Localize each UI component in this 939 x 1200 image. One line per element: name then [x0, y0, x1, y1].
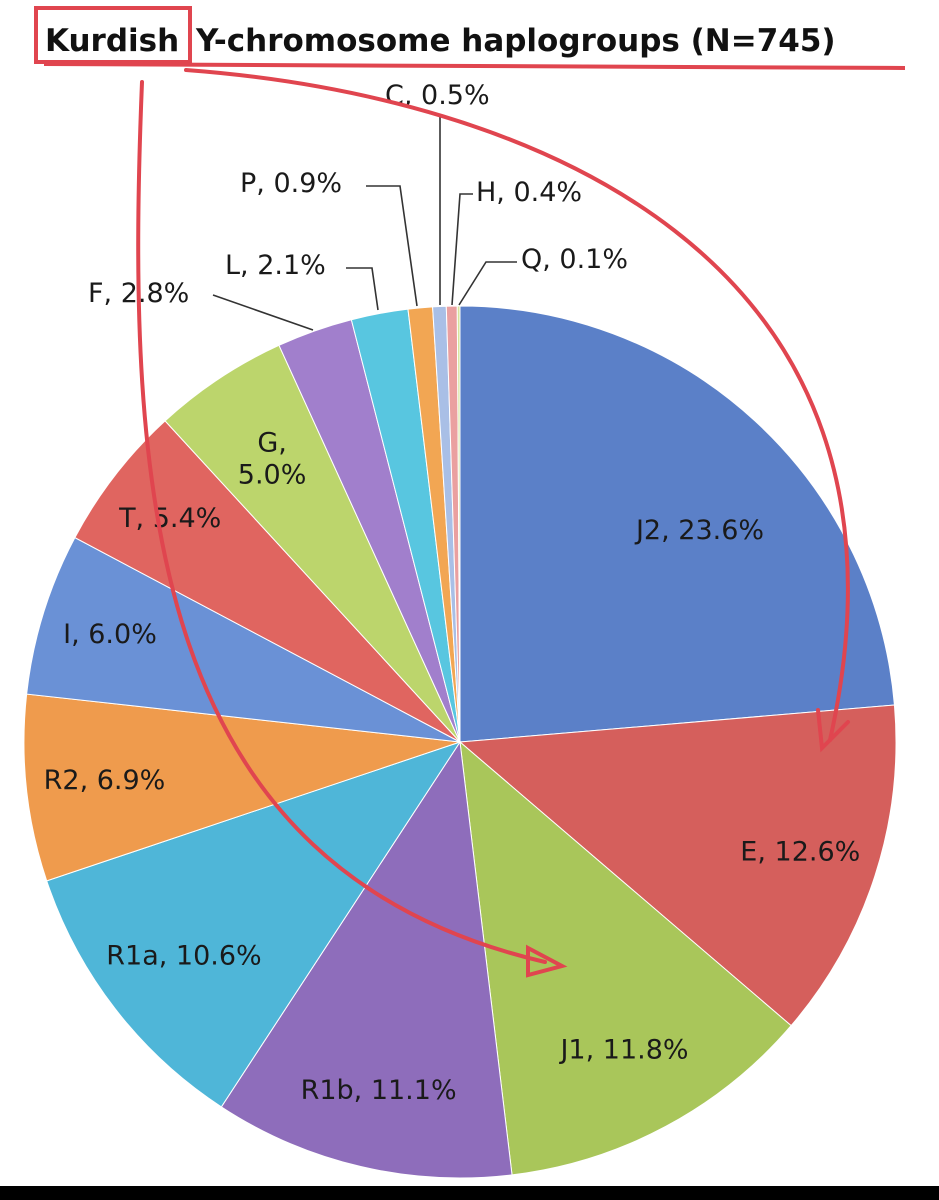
slice-q: [456, 305, 461, 743]
leader-l: [346, 267, 379, 311]
title-rest: Y-chromosome haplogroups (N=745): [195, 23, 836, 59]
arrow-head-right: [816, 708, 850, 753]
label-e: E, 12.6%: [740, 837, 860, 868]
arrow-head-left: [526, 944, 568, 978]
label-j1: J1, 11.8%: [558, 1035, 688, 1066]
title-highlight: Kurdish: [45, 23, 179, 59]
leader-q: [458, 261, 517, 306]
label-j2: J2, 23.6%: [634, 515, 764, 546]
leader-p: [366, 185, 418, 307]
bottom-bar: [0, 1186, 939, 1200]
slice-e: [458, 704, 897, 1027]
label-r2: R2, 6.9%: [44, 765, 166, 796]
slice-j1: [459, 740, 792, 1176]
label-r1a: R1a, 10.6%: [106, 940, 261, 971]
slice-t: [74, 420, 461, 743]
arrow-curve-left: [136, 80, 547, 964]
arrow-curve-right: [184, 68, 850, 742]
slice-r1a: [46, 741, 462, 1108]
pie-slices: [23, 305, 897, 1179]
label-p: P, 0.9%: [240, 168, 342, 199]
label-t: T, 5.4%: [118, 503, 221, 534]
red-annotations: [34, 6, 906, 978]
slice-j2: [459, 305, 895, 743]
label-r1b: R1b, 11.1%: [301, 1075, 457, 1106]
highlight-box: [34, 6, 192, 64]
label-i: I, 6.0%: [63, 619, 157, 650]
leader-h: [451, 193, 473, 306]
title-underline: [43, 62, 906, 70]
slice-labels: J2, 23.6% E, 12.6% J1, 11.8% R1b, 11.1% R1a,…: [44, 80, 861, 1106]
chart-title: Kurdish Y-chromosome haplogroups (N=745): [45, 23, 836, 59]
slice-i: [26, 536, 461, 743]
label-q: Q, 0.1%: [521, 244, 628, 275]
label-l: L, 2.1%: [225, 250, 326, 281]
label-h: H, 0.4%: [476, 177, 582, 208]
label-g: G, 5.0%: [238, 428, 307, 491]
slice-r2: [23, 693, 461, 882]
leader-f: [212, 294, 314, 331]
slice-r1b: [220, 740, 513, 1179]
label-leader-lines: [212, 115, 517, 331]
